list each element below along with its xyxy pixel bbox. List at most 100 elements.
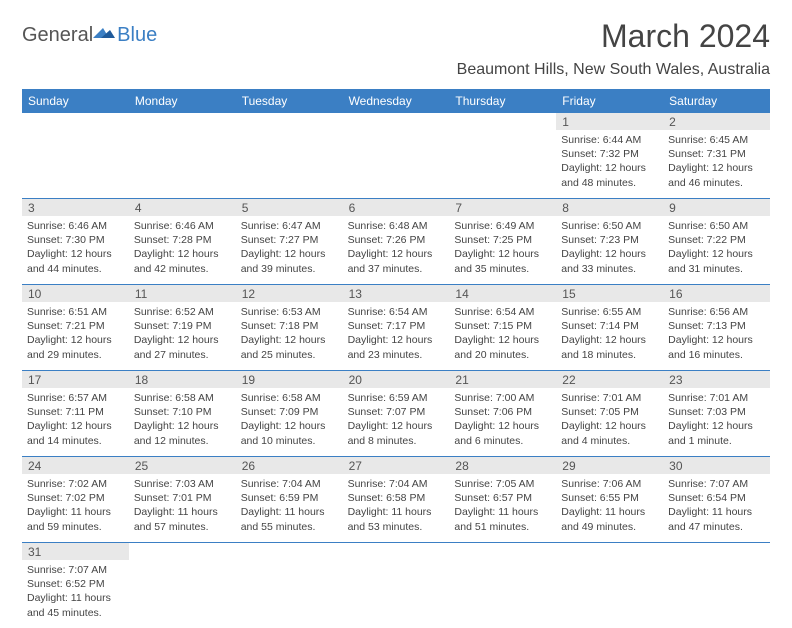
day-header-wednesday: Wednesday [343, 89, 450, 113]
day-detail-line: Sunset: 7:06 PM [454, 405, 551, 419]
day-detail-line: Daylight: 11 hours [668, 505, 765, 519]
day-cell: Sunrise: 6:58 AMSunset: 7:10 PMDaylight:… [129, 388, 236, 456]
day-detail-line: and 27 minutes. [134, 348, 231, 362]
day-detail-line: Sunset: 7:21 PM [27, 319, 124, 333]
day-number-row: 3456789 [22, 199, 770, 216]
day-number: 9 [663, 199, 770, 216]
logo: General Blue [22, 24, 157, 47]
header: General Blue March 2024 Beaumont Hills, … [22, 18, 770, 79]
day-detail-line: Sunset: 7:30 PM [27, 233, 124, 247]
day-detail-line: Daylight: 12 hours [348, 333, 445, 347]
location: Beaumont Hills, New South Wales, Austral… [457, 61, 770, 79]
day-detail-line: Daylight: 12 hours [668, 333, 765, 347]
day-cell [129, 130, 236, 198]
day-detail-line: and 25 minutes. [241, 348, 338, 362]
day-detail-line: Daylight: 12 hours [561, 333, 658, 347]
day-number [22, 113, 129, 130]
logo-text-blue: Blue [117, 24, 157, 47]
day-detail-line: Sunrise: 7:06 AM [561, 477, 658, 491]
day-detail-line: Daylight: 12 hours [348, 419, 445, 433]
logo-text-general: General [22, 24, 93, 47]
day-number: 13 [343, 285, 450, 302]
day-cell [556, 560, 663, 628]
day-header-saturday: Saturday [663, 89, 770, 113]
day-detail-line: Daylight: 11 hours [134, 505, 231, 519]
day-number [236, 113, 343, 130]
day-detail-line: and 45 minutes. [27, 606, 124, 620]
day-detail-line: Sunset: 6:55 PM [561, 491, 658, 505]
day-detail-line: Daylight: 12 hours [668, 247, 765, 261]
day-detail-line: Daylight: 12 hours [241, 247, 338, 261]
day-cell: Sunrise: 6:49 AMSunset: 7:25 PMDaylight:… [449, 216, 556, 284]
day-number: 30 [663, 457, 770, 474]
day-number: 5 [236, 199, 343, 216]
day-number: 2 [663, 113, 770, 130]
week-block: 17181920212223Sunrise: 6:57 AMSunset: 7:… [22, 371, 770, 457]
day-detail-line: and 14 minutes. [27, 434, 124, 448]
day-cell [22, 130, 129, 198]
day-cell [343, 560, 450, 628]
day-detail-line: Daylight: 11 hours [241, 505, 338, 519]
day-number-row: 31 [22, 543, 770, 560]
day-number: 4 [129, 199, 236, 216]
day-cell: Sunrise: 6:54 AMSunset: 7:17 PMDaylight:… [343, 302, 450, 370]
week-row: Sunrise: 6:46 AMSunset: 7:30 PMDaylight:… [22, 216, 770, 285]
day-detail-line: Sunset: 7:27 PM [241, 233, 338, 247]
week-row: Sunrise: 6:57 AMSunset: 7:11 PMDaylight:… [22, 388, 770, 457]
day-detail-line: Sunrise: 6:58 AM [134, 391, 231, 405]
day-detail-line: and 49 minutes. [561, 520, 658, 534]
day-cell: Sunrise: 6:55 AMSunset: 7:14 PMDaylight:… [556, 302, 663, 370]
day-number [236, 543, 343, 560]
day-number: 14 [449, 285, 556, 302]
week-row: Sunrise: 7:02 AMSunset: 7:02 PMDaylight:… [22, 474, 770, 543]
day-detail-line: Sunrise: 7:04 AM [241, 477, 338, 491]
day-number: 20 [343, 371, 450, 388]
day-number: 19 [236, 371, 343, 388]
day-number [449, 113, 556, 130]
day-cell [236, 130, 343, 198]
day-detail-line: and 4 minutes. [561, 434, 658, 448]
day-detail-line: Sunset: 7:23 PM [561, 233, 658, 247]
day-header-friday: Friday [556, 89, 663, 113]
day-cell: Sunrise: 6:57 AMSunset: 7:11 PMDaylight:… [22, 388, 129, 456]
day-detail-line: Sunrise: 7:07 AM [27, 563, 124, 577]
day-detail-line: Sunset: 6:54 PM [668, 491, 765, 505]
day-detail-line: and 6 minutes. [454, 434, 551, 448]
day-cell [343, 130, 450, 198]
day-detail-line: and 20 minutes. [454, 348, 551, 362]
week-block: 12Sunrise: 6:44 AMSunset: 7:32 PMDayligh… [22, 113, 770, 199]
day-number [449, 543, 556, 560]
day-detail-line: Daylight: 12 hours [134, 333, 231, 347]
day-cell: Sunrise: 7:07 AMSunset: 6:54 PMDaylight:… [663, 474, 770, 542]
day-detail-line: Daylight: 12 hours [561, 247, 658, 261]
day-detail-line: Daylight: 12 hours [454, 247, 551, 261]
day-detail-line: Sunset: 7:19 PM [134, 319, 231, 333]
day-detail-line: and 51 minutes. [454, 520, 551, 534]
day-detail-line: Sunset: 6:57 PM [454, 491, 551, 505]
day-detail-line: Sunset: 7:15 PM [454, 319, 551, 333]
day-cell: Sunrise: 6:48 AMSunset: 7:26 PMDaylight:… [343, 216, 450, 284]
day-detail-line: Sunrise: 7:03 AM [134, 477, 231, 491]
day-header-row: Sunday Monday Tuesday Wednesday Thursday… [22, 89, 770, 113]
day-header-tuesday: Tuesday [236, 89, 343, 113]
day-cell: Sunrise: 6:46 AMSunset: 7:30 PMDaylight:… [22, 216, 129, 284]
day-detail-line: and 23 minutes. [348, 348, 445, 362]
day-detail-line: Sunrise: 6:56 AM [668, 305, 765, 319]
day-number: 28 [449, 457, 556, 474]
day-detail-line: Sunset: 6:52 PM [27, 577, 124, 591]
day-detail-line: Sunset: 7:07 PM [348, 405, 445, 419]
day-cell: Sunrise: 7:05 AMSunset: 6:57 PMDaylight:… [449, 474, 556, 542]
day-cell: Sunrise: 7:06 AMSunset: 6:55 PMDaylight:… [556, 474, 663, 542]
day-detail-line: Sunrise: 7:02 AM [27, 477, 124, 491]
day-detail-line: Daylight: 12 hours [134, 247, 231, 261]
day-detail-line: Sunrise: 6:48 AM [348, 219, 445, 233]
day-detail-line: Sunrise: 6:52 AM [134, 305, 231, 319]
day-detail-line: Daylight: 12 hours [241, 419, 338, 433]
day-cell: Sunrise: 6:56 AMSunset: 7:13 PMDaylight:… [663, 302, 770, 370]
day-cell: Sunrise: 7:04 AMSunset: 6:59 PMDaylight:… [236, 474, 343, 542]
day-cell: Sunrise: 6:58 AMSunset: 7:09 PMDaylight:… [236, 388, 343, 456]
day-cell: Sunrise: 6:53 AMSunset: 7:18 PMDaylight:… [236, 302, 343, 370]
day-detail-line: Sunset: 7:10 PM [134, 405, 231, 419]
day-detail-line: Sunset: 7:26 PM [348, 233, 445, 247]
day-number: 3 [22, 199, 129, 216]
